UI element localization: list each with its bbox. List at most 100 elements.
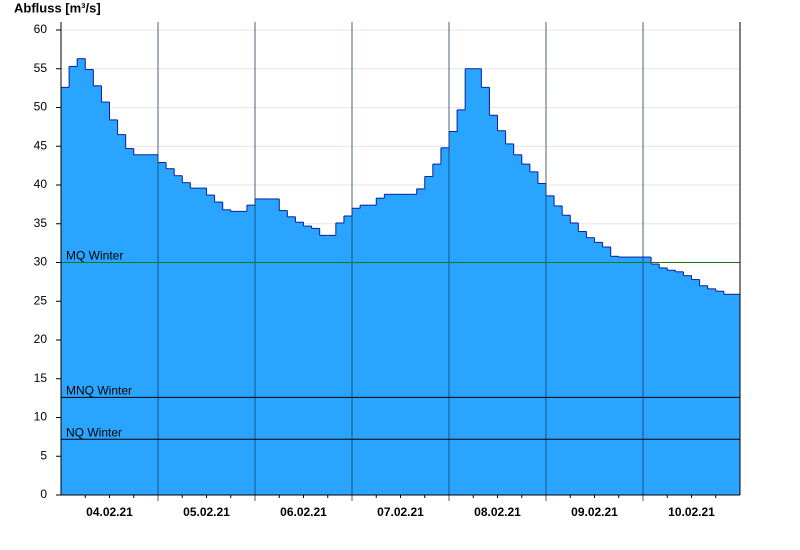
area-step [659,267,668,495]
area-step [311,228,321,495]
area-step [731,294,741,495]
area-step [287,216,296,495]
area-step [77,58,86,496]
area-step [335,222,345,495]
area-step [101,102,110,495]
y-axis-label: Abfluss [m³/s] [14,0,101,15]
area-step [715,291,725,495]
area-step [343,216,353,495]
x-tick-label: 08.02.21 [474,505,521,519]
area-step [465,68,474,495]
area-step [481,87,490,495]
area-step [570,222,579,495]
area-step [360,205,369,495]
area-step [683,275,692,495]
area-step [214,202,224,496]
area-step [699,285,709,495]
area-step [618,257,628,495]
area-step [319,235,329,495]
x-tick-label: 09.02.21 [571,505,618,519]
x-tick-label: 07.02.21 [377,505,424,519]
area-step [424,176,434,495]
area-step [263,198,272,495]
area-step [279,210,288,495]
y-tick-label: 15 [34,371,48,385]
area-step [85,69,94,496]
area-step [457,109,466,495]
area-step [707,288,717,495]
area-step [400,194,409,496]
area-step [586,237,595,495]
area-step [174,175,183,495]
area-step [691,279,700,495]
area-step [513,154,523,495]
x-tick-label: 05.02.21 [183,505,230,519]
area-step [117,134,127,495]
reference-label: MNQ Winter [66,384,132,398]
area-step [473,68,482,495]
area-step [238,211,248,495]
area-step [408,194,418,496]
area-step [432,164,442,495]
area-step [93,85,102,496]
area-step [546,195,555,495]
area-step [255,198,264,495]
area-step [384,194,393,496]
y-tick-label: 0 [40,487,47,501]
area-step [158,162,167,495]
area-step [497,130,506,495]
area-step [271,198,280,495]
area-step [537,183,547,495]
area-step [602,247,612,495]
area-step [376,198,385,496]
area-step [392,194,401,496]
area-step [198,188,207,495]
y-tick-label: 45 [34,138,48,152]
area-step [416,188,426,495]
area-step [667,270,676,495]
area-step [562,215,571,495]
area-step [368,205,377,495]
area-step [521,164,531,495]
area-step [675,271,684,495]
y-tick-label: 55 [34,61,48,75]
area-step [222,209,232,496]
area-step [626,257,636,495]
area-step [303,226,312,495]
area-step [149,154,159,495]
area-step [352,208,361,495]
area-step [634,257,644,495]
area-step [440,147,450,496]
area-step [723,294,733,495]
area-step [166,168,175,495]
area-step [594,242,603,495]
area-step [141,154,151,495]
area-step [651,264,660,495]
y-tick-label: 35 [34,216,48,230]
area-step [554,205,563,496]
x-tick-label: 10.02.21 [668,505,715,519]
y-tick-label: 30 [34,255,48,269]
y-tick-label: 25 [34,293,48,307]
area-step [206,195,215,495]
reference-label: MQ Winter [66,249,123,263]
x-tick-label: 06.02.21 [280,505,327,519]
area-step [489,115,498,495]
y-tick-label: 60 [34,22,48,36]
area-step [61,87,70,495]
area-step [109,119,118,496]
y-tick-label: 50 [34,100,48,114]
area-step [610,256,620,495]
area-step [182,182,191,496]
y-tick-label: 10 [34,410,48,424]
area-step [578,231,587,495]
area-step [449,131,458,495]
reference-label: NQ Winter [66,425,122,439]
area-step [529,171,539,495]
y-tick-label: 20 [34,332,48,346]
y-tick-label: 5 [40,448,47,462]
area-step [643,257,652,495]
y-tick-label: 40 [34,177,48,191]
area-step [190,188,199,495]
